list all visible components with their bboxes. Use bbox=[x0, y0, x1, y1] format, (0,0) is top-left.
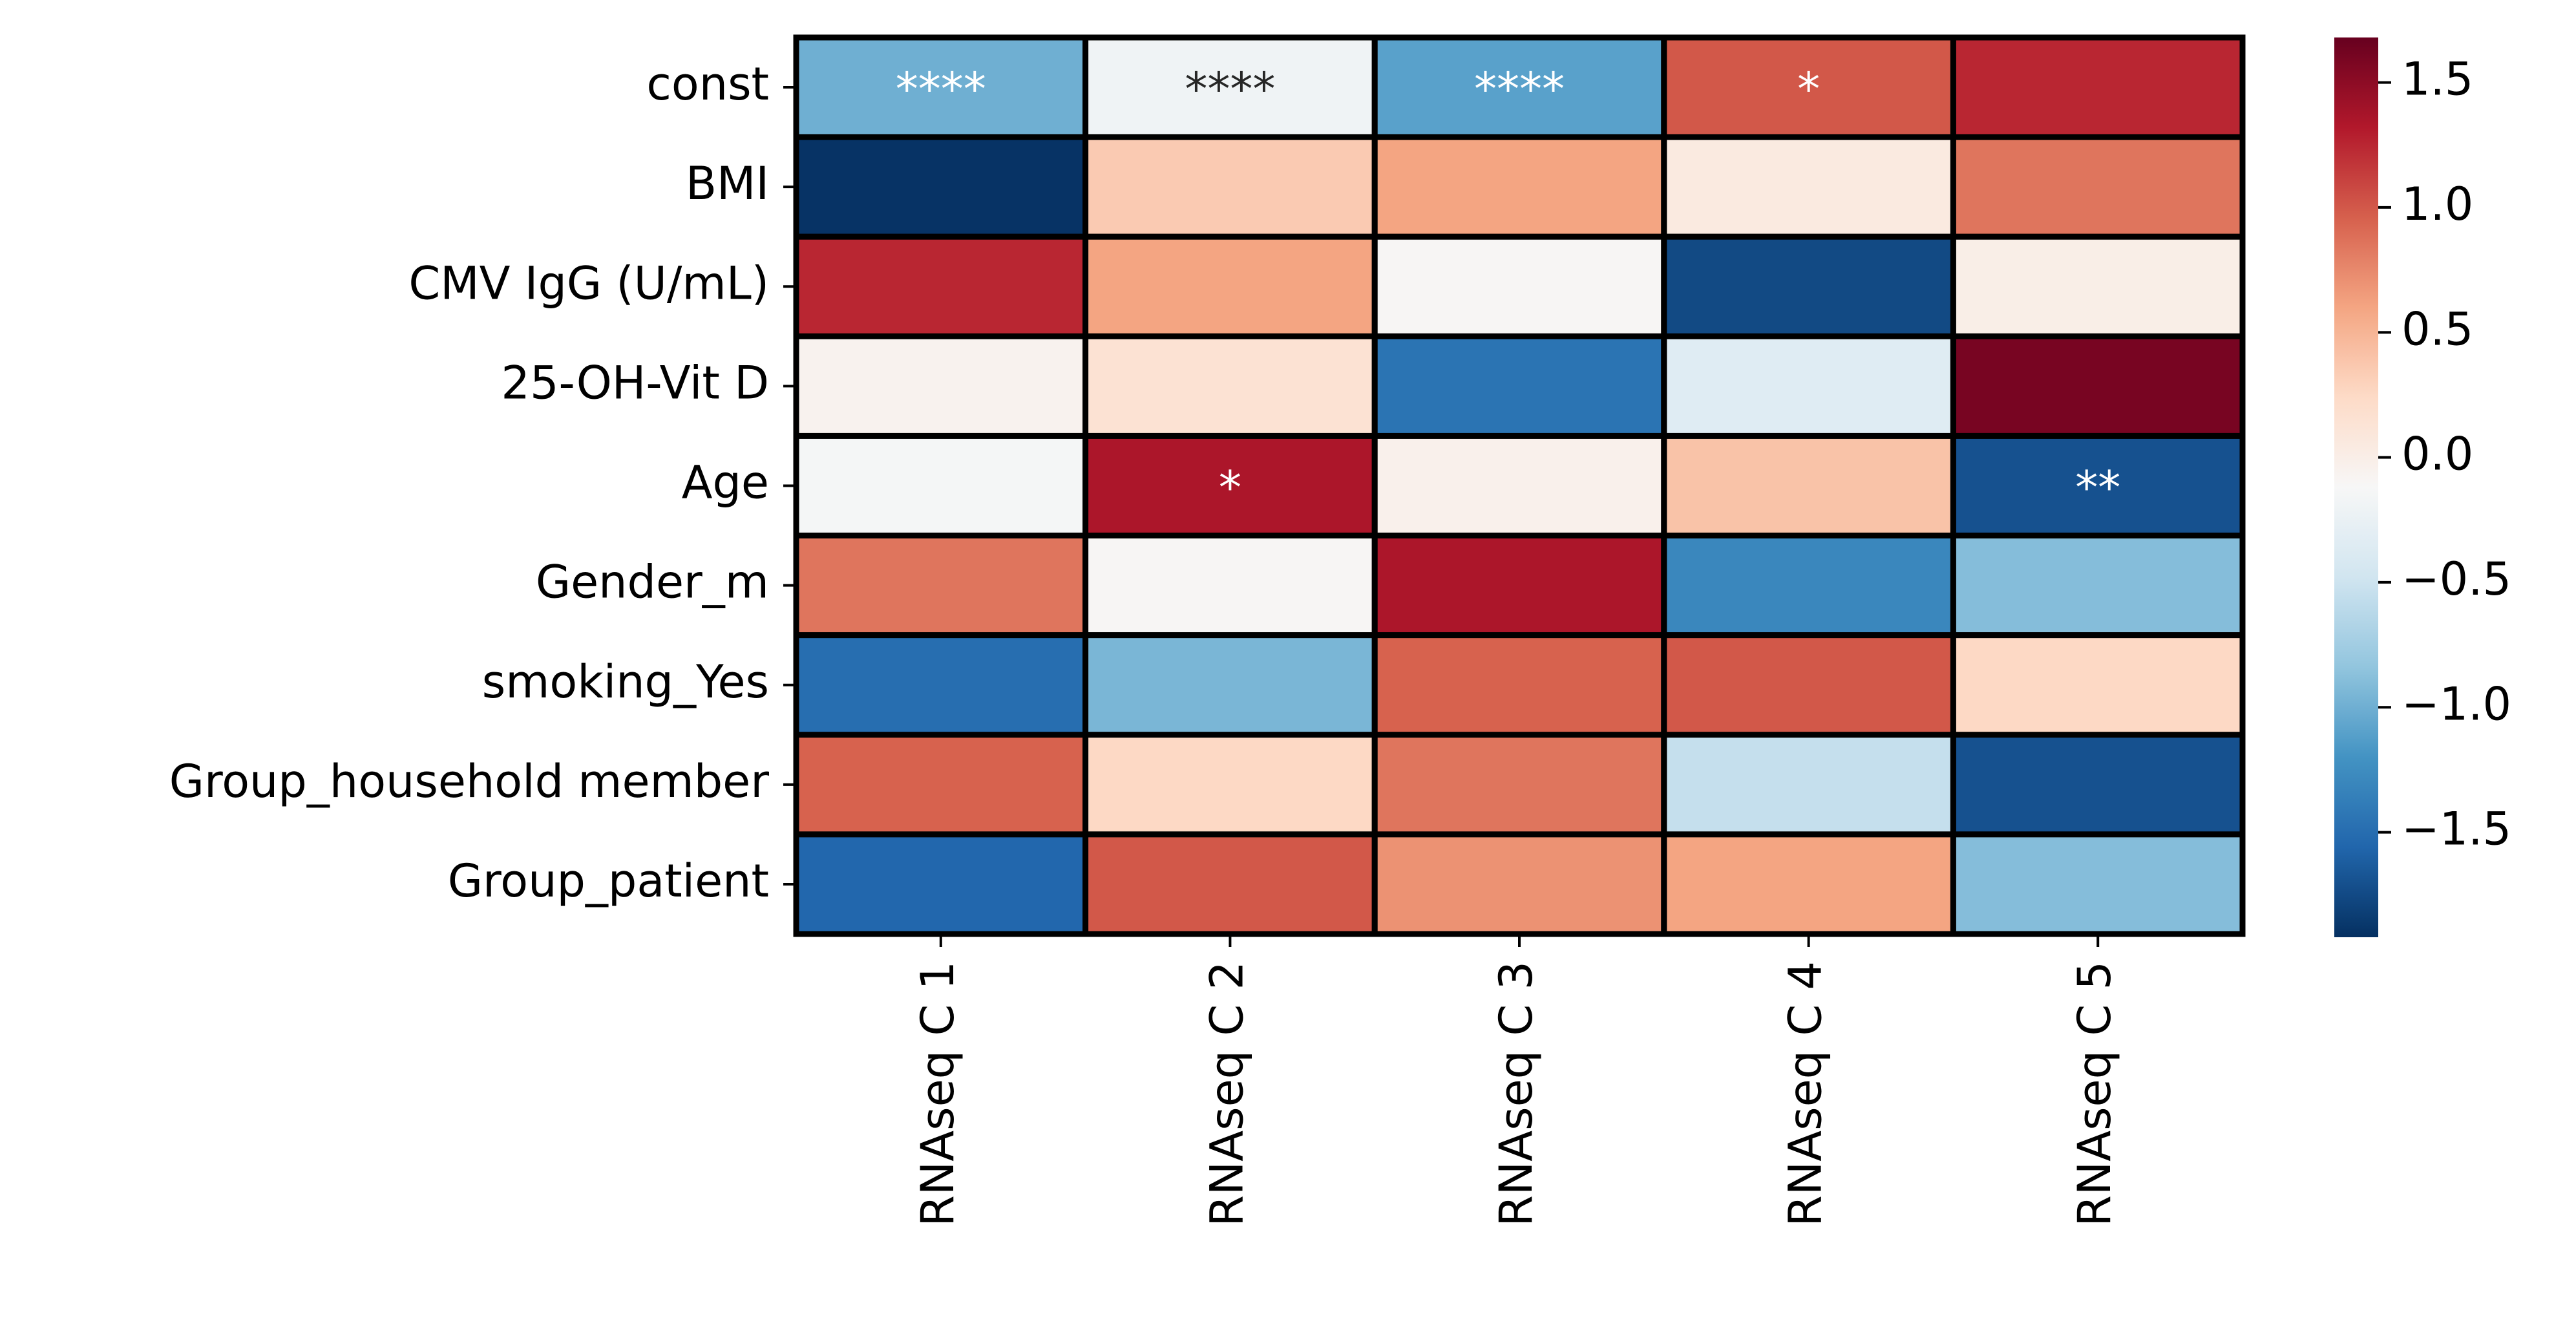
cell-cmv-igg-u-ml-rnaseq-c-1 bbox=[793, 233, 1089, 339]
cell-bmi-rnaseq-c-3 bbox=[1371, 134, 1667, 240]
colorbar-tick-label: −1.5 bbox=[2402, 803, 2511, 856]
cell-group-patient-rnaseq-c-3 bbox=[1371, 831, 1667, 937]
cell-25-oh-vit-d-rnaseq-c-1 bbox=[793, 333, 1089, 439]
annotation-age-rnaseq-c-2: * bbox=[1219, 462, 1241, 515]
cell-bmi-rnaseq-c-5 bbox=[1950, 134, 2246, 240]
x-tick-label-rnaseq-c-3: RNAseq C 3 bbox=[1490, 961, 1543, 1227]
cell-group-household-member-rnaseq-c-4 bbox=[1661, 732, 1956, 838]
y-tick-label-25-oh-vit-d: 25-OH-Vit D bbox=[501, 356, 769, 409]
y-tick-label-group-patient: Group_patient bbox=[448, 855, 769, 908]
y-tick-label-bmi: BMI bbox=[686, 157, 769, 210]
cell-group-household-member-rnaseq-c-3 bbox=[1371, 732, 1667, 838]
y-tick-label-cmv-igg-u-ml: CMV IgG (U/mL) bbox=[408, 257, 769, 310]
cell-cmv-igg-u-ml-rnaseq-c-3 bbox=[1371, 233, 1667, 339]
y-tick-label-age: Age bbox=[682, 456, 769, 509]
cell-bmi-rnaseq-c-1 bbox=[793, 134, 1089, 240]
cell-cmv-igg-u-ml-rnaseq-c-5 bbox=[1950, 233, 2246, 339]
cell-gender-m-rnaseq-c-4 bbox=[1661, 533, 1956, 639]
cell-cmv-igg-u-ml-rnaseq-c-4 bbox=[1661, 233, 1956, 339]
colorbar-tick-label: 0.5 bbox=[2402, 303, 2473, 356]
cell-smoking-yes-rnaseq-c-1 bbox=[793, 632, 1089, 738]
cell-smoking-yes-rnaseq-c-5 bbox=[1950, 632, 2246, 738]
cell-bmi-rnaseq-c-2 bbox=[1082, 134, 1378, 240]
annotation-age-rnaseq-c-5: ** bbox=[2075, 462, 2120, 515]
colorbar-tick-label: 0.0 bbox=[2402, 428, 2473, 481]
cell-25-oh-vit-d-rnaseq-c-4 bbox=[1661, 333, 1956, 439]
cell-gender-m-rnaseq-c-3 bbox=[1371, 533, 1667, 639]
cell-bmi-rnaseq-c-4 bbox=[1661, 134, 1956, 240]
colorbar-tick-label: 1.0 bbox=[2402, 178, 2473, 231]
cell-const-rnaseq-c-5 bbox=[1950, 34, 2246, 140]
cell-age-rnaseq-c-1 bbox=[793, 432, 1089, 539]
cell-gender-m-rnaseq-c-1 bbox=[793, 533, 1089, 639]
cell-gender-m-rnaseq-c-5 bbox=[1950, 533, 2246, 639]
cell-smoking-yes-rnaseq-c-4 bbox=[1661, 632, 1956, 738]
cell-group-household-member-rnaseq-c-2 bbox=[1082, 732, 1378, 838]
x-axis: RNAseq C 1 RNAseq C 2 RNAseq C 3 RNAseq C 4… bbox=[911, 934, 2121, 1227]
cell-annotations: **** **** **** ** ** bbox=[896, 63, 2120, 514]
cell-25-oh-vit-d-rnaseq-c-2 bbox=[1082, 333, 1378, 439]
cell-25-oh-vit-d-rnaseq-c-3 bbox=[1371, 333, 1667, 439]
cell-25-oh-vit-d-rnaseq-c-5 bbox=[1950, 333, 2246, 439]
x-tick-label-rnaseq-c-2: RNAseq C 2 bbox=[1200, 961, 1253, 1227]
cell-group-household-member-rnaseq-c-1 bbox=[793, 732, 1089, 838]
annotation-const-rnaseq-c-4: * bbox=[1797, 63, 1820, 116]
colorbar: 1.5 1.0 0.5 0.0 −0.5 −1.0 −1.5 bbox=[2334, 37, 2511, 937]
cell-group-patient-rnaseq-c-1 bbox=[793, 831, 1089, 937]
x-tick-label-rnaseq-c-5: RNAseq C 5 bbox=[2068, 961, 2121, 1227]
colorbar-tick-label: 1.5 bbox=[2402, 53, 2473, 106]
y-tick-label-group-household-member: Group_household member bbox=[169, 755, 769, 808]
annotation-const-rnaseq-c-3: **** bbox=[1474, 63, 1565, 116]
colorbar-tick-label: −1.0 bbox=[2402, 677, 2511, 730]
colorbar-tick-label: −0.5 bbox=[2402, 553, 2511, 606]
x-tick-label-rnaseq-c-1: RNAseq C 1 bbox=[911, 961, 964, 1227]
cell-smoking-yes-rnaseq-c-3 bbox=[1371, 632, 1667, 738]
y-tick-label-const: const bbox=[646, 58, 769, 111]
cell-age-rnaseq-c-4 bbox=[1661, 432, 1956, 539]
heatmap-cells bbox=[793, 34, 2246, 937]
cell-group-patient-rnaseq-c-2 bbox=[1082, 831, 1378, 937]
y-tick-label-smoking-yes: smoking_Yes bbox=[482, 655, 769, 708]
cell-group-patient-rnaseq-c-4 bbox=[1661, 831, 1956, 937]
cell-smoking-yes-rnaseq-c-2 bbox=[1082, 632, 1378, 738]
cell-group-household-member-rnaseq-c-5 bbox=[1950, 732, 2246, 838]
cell-age-rnaseq-c-3 bbox=[1371, 432, 1667, 539]
y-axis: const BMI CMV IgG (U/mL) 25-OH-Vit D Age Gend… bbox=[169, 58, 796, 908]
y-tick-label-gender-m: Gender_m bbox=[536, 556, 769, 609]
x-tick-label-rnaseq-c-4: RNAseq C 4 bbox=[1779, 961, 1832, 1227]
cell-age-rnaseq-c-5 bbox=[1950, 432, 2246, 539]
cell-cmv-igg-u-ml-rnaseq-c-2 bbox=[1082, 233, 1378, 339]
cell-gender-m-rnaseq-c-2 bbox=[1082, 533, 1378, 639]
annotation-const-rnaseq-c-2: **** bbox=[1185, 63, 1275, 116]
cell-group-patient-rnaseq-c-5 bbox=[1950, 831, 2246, 937]
annotation-const-rnaseq-c-1: **** bbox=[896, 63, 986, 116]
colorbar-gradient bbox=[2334, 37, 2378, 937]
